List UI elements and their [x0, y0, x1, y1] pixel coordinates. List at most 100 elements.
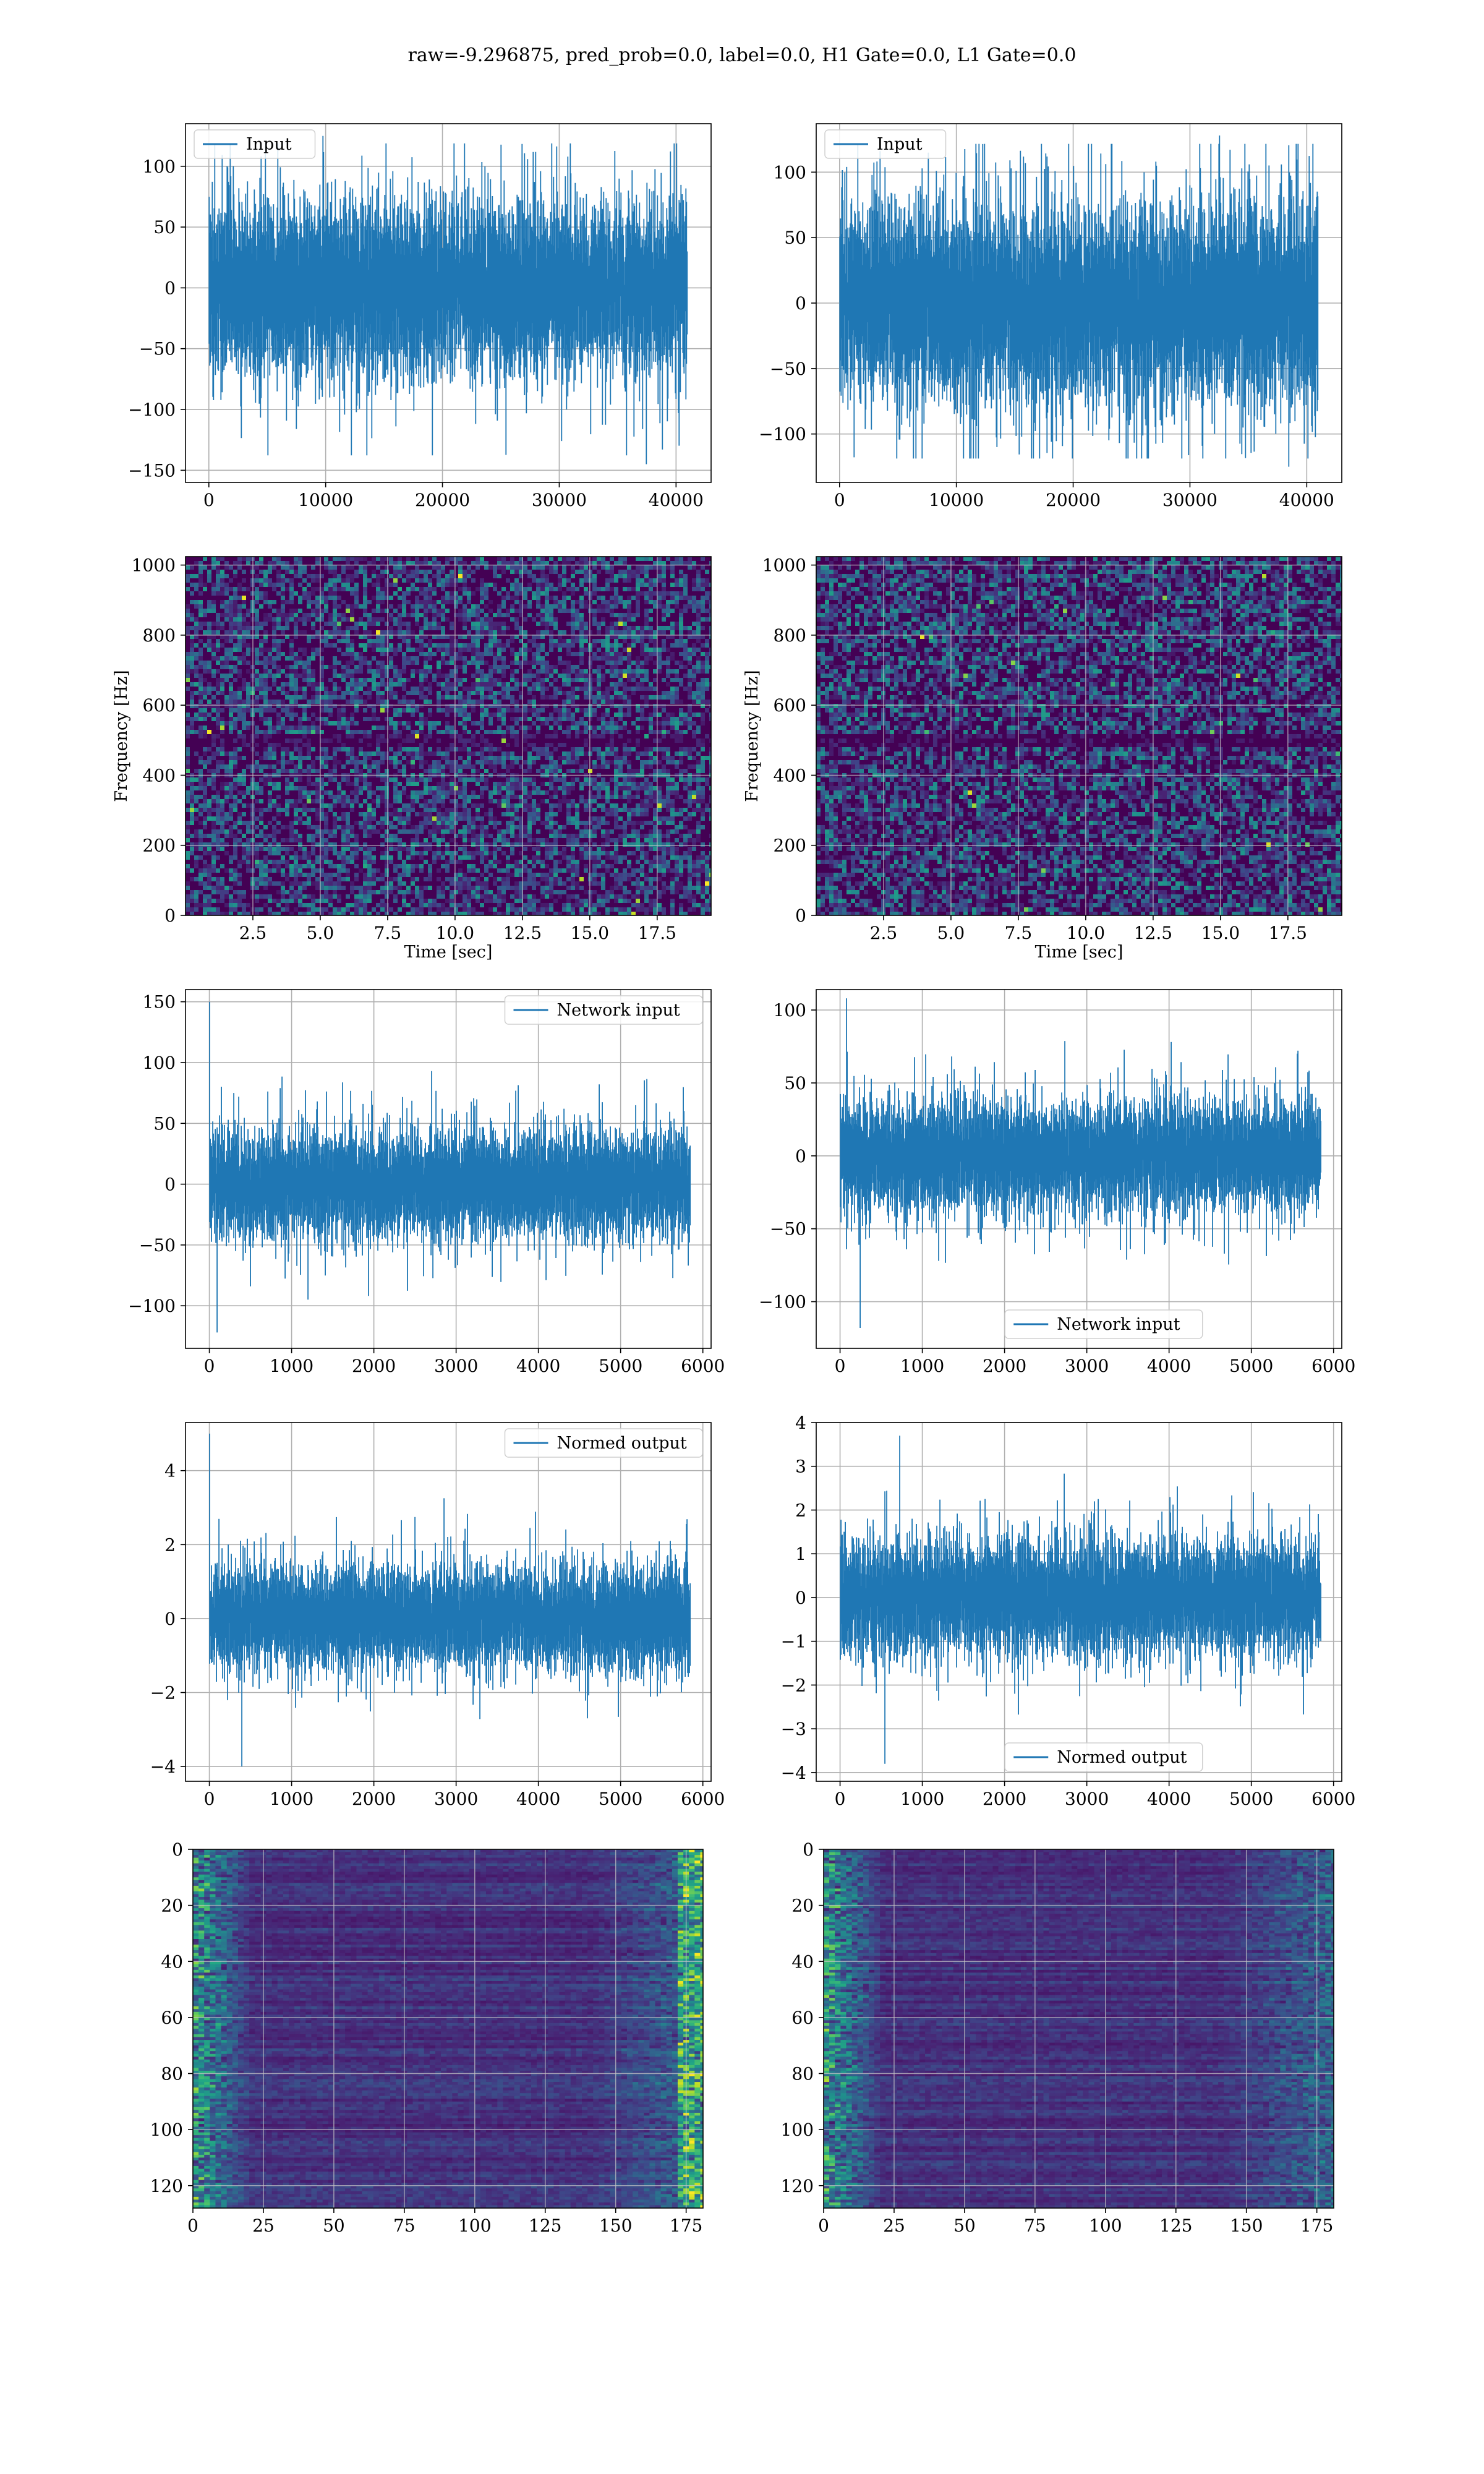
chart-p9: 0 25 50 75 100 125 150 175 0 20 40 60 80 100 120: [150, 1839, 704, 2236]
series-line: [208, 135, 688, 464]
axes-frame: [185, 989, 712, 1349]
x-tick-label: 150: [1230, 2215, 1263, 2236]
y-tick-label: 0: [172, 1839, 183, 1860]
y-tick-label: 150: [143, 992, 176, 1012]
y-tick-label: 100: [774, 162, 806, 182]
y-tick-label: 0: [795, 1588, 806, 1608]
legend-box: [504, 995, 703, 1025]
x-tick-label: 0: [204, 1356, 215, 1376]
x-tick-label: 25: [252, 2215, 275, 2236]
y-tick-label: 0: [164, 905, 176, 926]
chart-p8: Normed output 0 1000 2000 3000 4000 5000 6000 −4…: [781, 1413, 1356, 1809]
x-tick-label: 15.0: [571, 923, 609, 943]
y-tick-label: 0: [164, 1175, 176, 1195]
x-tick-label: 5.0: [937, 923, 965, 943]
chart-p10: 0 25 50 75 100 125 150 175 0 20 40 60 80 100 120: [781, 1839, 1334, 2236]
x-tick-label: 5000: [1229, 1789, 1273, 1809]
y-tick-label: 120: [781, 2176, 814, 2196]
x-tick-label: 3000: [1065, 1356, 1109, 1376]
x-tick-label: 7.5: [1005, 923, 1033, 943]
x-tick-label: 25: [883, 2215, 905, 2236]
y-tick-label: 50: [153, 217, 176, 238]
axes-frame: [816, 1422, 1342, 1782]
y-tick-label: 1: [795, 1544, 806, 1564]
y-tick-label: −2: [150, 1682, 176, 1703]
legend-label: Normed output: [557, 1434, 687, 1453]
y-tick-label: −50: [139, 1235, 176, 1256]
y-tick-label: 4: [795, 1413, 806, 1433]
x-tick-label: 15.0: [1201, 923, 1240, 943]
x-tick-label: 100: [1089, 2215, 1122, 2236]
y-tick-label: 60: [161, 2008, 183, 2028]
x-tick-label: 125: [529, 2215, 561, 2236]
x-tick-label: 6000: [1311, 1789, 1355, 1809]
x-tick-label: 10000: [298, 490, 353, 510]
figure-title: raw=-9.296875, pred_prob=0.0, label=0.0,…: [0, 45, 1484, 66]
y-tick-label: 200: [774, 836, 806, 856]
x-tick-label: 20000: [415, 490, 470, 510]
legend: Network input: [504, 995, 703, 1025]
x-tick-label: 7.5: [374, 923, 402, 943]
x-tick-label: 4000: [1147, 1356, 1191, 1376]
y-tick-label: −150: [128, 460, 176, 481]
y-tick-label: 600: [774, 695, 806, 716]
x-tick-label: 1000: [270, 1356, 313, 1376]
y-tick-label: 100: [774, 1000, 806, 1021]
y-tick-label: 40: [161, 1951, 183, 1972]
x-tick-label: 2.5: [870, 923, 898, 943]
y-tick-label: 400: [143, 765, 176, 785]
x-tick-label: 0: [187, 2215, 198, 2236]
x-tick-label: 175: [1300, 2215, 1333, 2236]
y-tick-label: 0: [803, 1839, 814, 1860]
y-tick-label: 4: [164, 1461, 176, 1481]
y-tick-label: 100: [150, 2120, 183, 2140]
x-tick-label: 5000: [599, 1356, 642, 1376]
y-tick-label: 0: [795, 1146, 806, 1166]
series-line: [840, 998, 1321, 1328]
chart-p2: Input 0 10000 20000 30000 40000 −100 −50 0 50 100: [759, 123, 1342, 510]
x-tick-label: 17.5: [638, 923, 676, 943]
x-tick-label: 4000: [516, 1789, 560, 1809]
x-tick-label: 4000: [516, 1356, 560, 1376]
y-tick-label: 40: [791, 1951, 814, 1972]
y-tick-label: 0: [164, 1609, 176, 1629]
x-tick-label: 0: [203, 490, 215, 510]
axes-frame: [816, 556, 1342, 916]
x-tick-label: 5000: [1229, 1356, 1273, 1376]
x-tick-label: 0: [835, 1356, 846, 1376]
y-tick-label: 800: [774, 625, 806, 646]
x-tick-label: 4000: [1147, 1789, 1191, 1809]
x-tick-label: 10.0: [436, 923, 474, 943]
x-tick-label: 75: [393, 2215, 416, 2236]
axes-frame: [185, 123, 712, 483]
x-tick-label: 1000: [900, 1356, 944, 1376]
x-tick-label: 0: [834, 490, 845, 510]
chart-p3: 2.5 5.0 7.5 10.0 12.5 15.0 17.5 0 200 400 600 800 10…: [112, 555, 712, 962]
y-tick-label: −4: [150, 1757, 176, 1777]
x-tick-label: 40000: [649, 490, 704, 510]
y-tick-label: 1000: [132, 555, 176, 576]
y-tick-label: 100: [143, 1053, 176, 1073]
heatmap-cells: [193, 1849, 703, 2208]
x-tick-label: 150: [599, 2215, 632, 2236]
y-tick-label: 20: [161, 1896, 183, 1916]
legend-box: [1004, 1742, 1203, 1772]
legend: Normed output: [504, 1428, 703, 1458]
x-tick-label: 3000: [1065, 1789, 1109, 1809]
x-tick-label: 3000: [434, 1789, 478, 1809]
x-tick-label: 2000: [352, 1789, 396, 1809]
heatmap-cells: [186, 557, 711, 915]
x-tick-label: 5.0: [307, 923, 335, 943]
x-tick-label: 2.5: [239, 923, 267, 943]
x-tick-label: 0: [204, 1789, 215, 1809]
y-tick-label: −100: [128, 1296, 176, 1316]
x-tick-label: 12.5: [1134, 923, 1172, 943]
y-tick-label: 600: [143, 695, 176, 716]
x-tick-label: 75: [1024, 2215, 1046, 2236]
legend-label: Input: [246, 135, 292, 154]
y-tick-label: 120: [150, 2176, 183, 2196]
x-tick-label: 17.5: [1269, 923, 1307, 943]
y-tick-label: 50: [784, 1073, 806, 1094]
